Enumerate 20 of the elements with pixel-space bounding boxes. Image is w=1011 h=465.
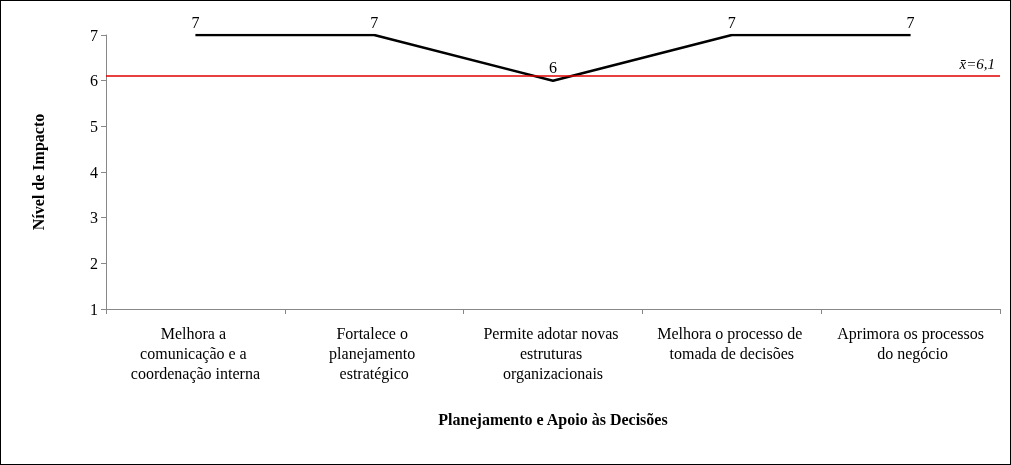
y-tick-label: 1	[90, 300, 98, 318]
x-axis-title: Planejamento e Apoio às Decisões	[438, 410, 668, 429]
x-tick-label: Permite adotar novas estruturas organizacionais	[483, 324, 623, 383]
x-tick-label: Aprimora os processos do negócio	[837, 324, 984, 363]
y-tick-label: 2	[90, 254, 98, 272]
data-label: 7	[727, 13, 736, 31]
y-tick-label: 7	[90, 26, 98, 44]
y-tick-label: 5	[90, 117, 98, 135]
x-tick-label: Fortalece o planejamento estratégico	[329, 324, 420, 383]
x-tick-label: Melhora a comunicação e a coordenação interna	[130, 324, 261, 383]
ref-line-label: x̄=6,1	[958, 55, 995, 72]
data-label: 6	[549, 59, 557, 77]
data-label: 7	[191, 13, 200, 31]
y-tick-label: 4	[90, 163, 98, 181]
x-tick-label: Melhora o processo de tomada de decisões	[657, 324, 807, 362]
data-label: 7	[370, 13, 379, 31]
y-tick-label: 6	[90, 72, 98, 90]
data-label: 7	[906, 13, 915, 31]
y-axis-title: Nível de Impacto	[29, 113, 48, 231]
y-tick-label: 3	[90, 209, 98, 227]
